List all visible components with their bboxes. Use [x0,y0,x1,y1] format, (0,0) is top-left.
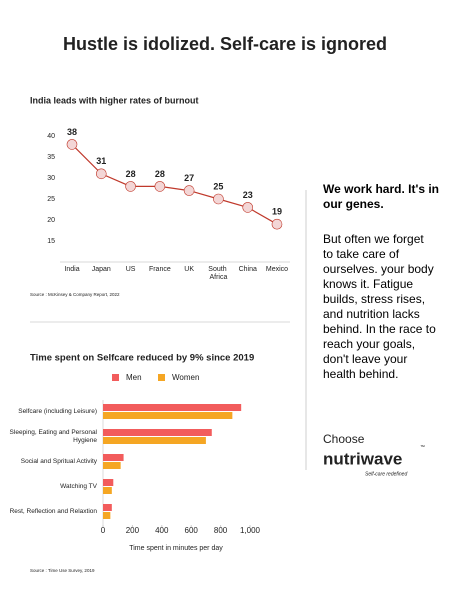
data-label: 28 [155,169,165,179]
x-tick-label: 800 [214,526,228,535]
x-tick-label: 600 [185,526,199,535]
data-label: 25 [213,181,223,191]
legend-label: Women [172,373,199,382]
bar [103,404,242,411]
point [213,193,224,205]
y-tick-label: 25 [47,196,55,203]
y-tick-label: 15 [47,238,55,245]
data-label: 27 [184,173,194,183]
y-tick-label: Social and Spritual Activity [20,458,97,465]
point [154,181,166,192]
chart-title: Time spent on Selfcare reduced by 9% sin… [30,353,254,364]
bar [103,512,111,519]
legend-swatch [112,374,119,381]
point [66,139,78,150]
x-tick-label: France [149,266,171,273]
x-tick-label: South Africa [208,266,228,281]
x-tick-label: 200 [126,526,140,535]
x-tick-label: Mexico [266,266,288,273]
x-tick-label: UK [184,266,194,273]
chart-title: India leads with higher rates of burnout [30,95,199,105]
data-label: 38 [67,127,77,137]
y-tick-label: Selfcare (including Leisure) [18,408,97,415]
source: Source : Time Use Survey, 2019 [30,568,95,573]
bar [103,504,112,511]
point [95,168,107,180]
point [242,202,254,213]
x-tick-label: Japan [92,266,111,273]
x-tick-label: China [239,266,257,273]
y-tick-label: 30 [47,175,55,182]
bar [103,454,124,461]
data-label: 23 [243,190,253,200]
brand: nutriwave [323,449,402,468]
bar [103,479,114,486]
y-tick-label: Watching TV [60,483,97,490]
y-tick-label: Rest, Reflection and Relaxtion [9,508,97,515]
x-tick-label: India [64,266,79,273]
bar [103,437,206,444]
x-tick-label: 400 [155,526,169,535]
data-label: 19 [272,207,282,217]
cta: Choose [323,432,365,446]
bar [103,462,121,469]
side-body: But often we forget to take care of ours… [323,232,436,381]
bar [103,487,112,494]
legend-swatch [158,374,165,381]
x-tick-label: 1,000 [240,526,261,535]
x-axis-label: Time spent in minutes per day [129,545,223,552]
point [271,218,283,230]
bar [103,412,233,419]
y-tick-label: Sleeping, Eating and Personal Hygiene [9,429,97,444]
point [125,181,136,192]
x-tick-label: US [126,266,136,273]
legend-label: Men [126,373,142,382]
data-label: 31 [96,156,106,166]
source: Source : McKinsey & Company Report, 2022 [30,292,120,297]
point [183,185,195,196]
trademark: ™ [420,444,425,450]
side-heading: We work hard. It's in our genes. [323,182,439,211]
tagline: Self-care redefined [365,471,407,477]
y-tick-label: 40 [47,133,55,140]
bar [103,429,212,436]
data-label: 28 [126,169,136,179]
y-tick-label: 20 [47,217,55,224]
y-tick-label: 35 [47,154,55,161]
x-tick-label: 0 [101,526,106,535]
page-title: Hustle is idolized. Self-care is ignored [63,34,387,54]
